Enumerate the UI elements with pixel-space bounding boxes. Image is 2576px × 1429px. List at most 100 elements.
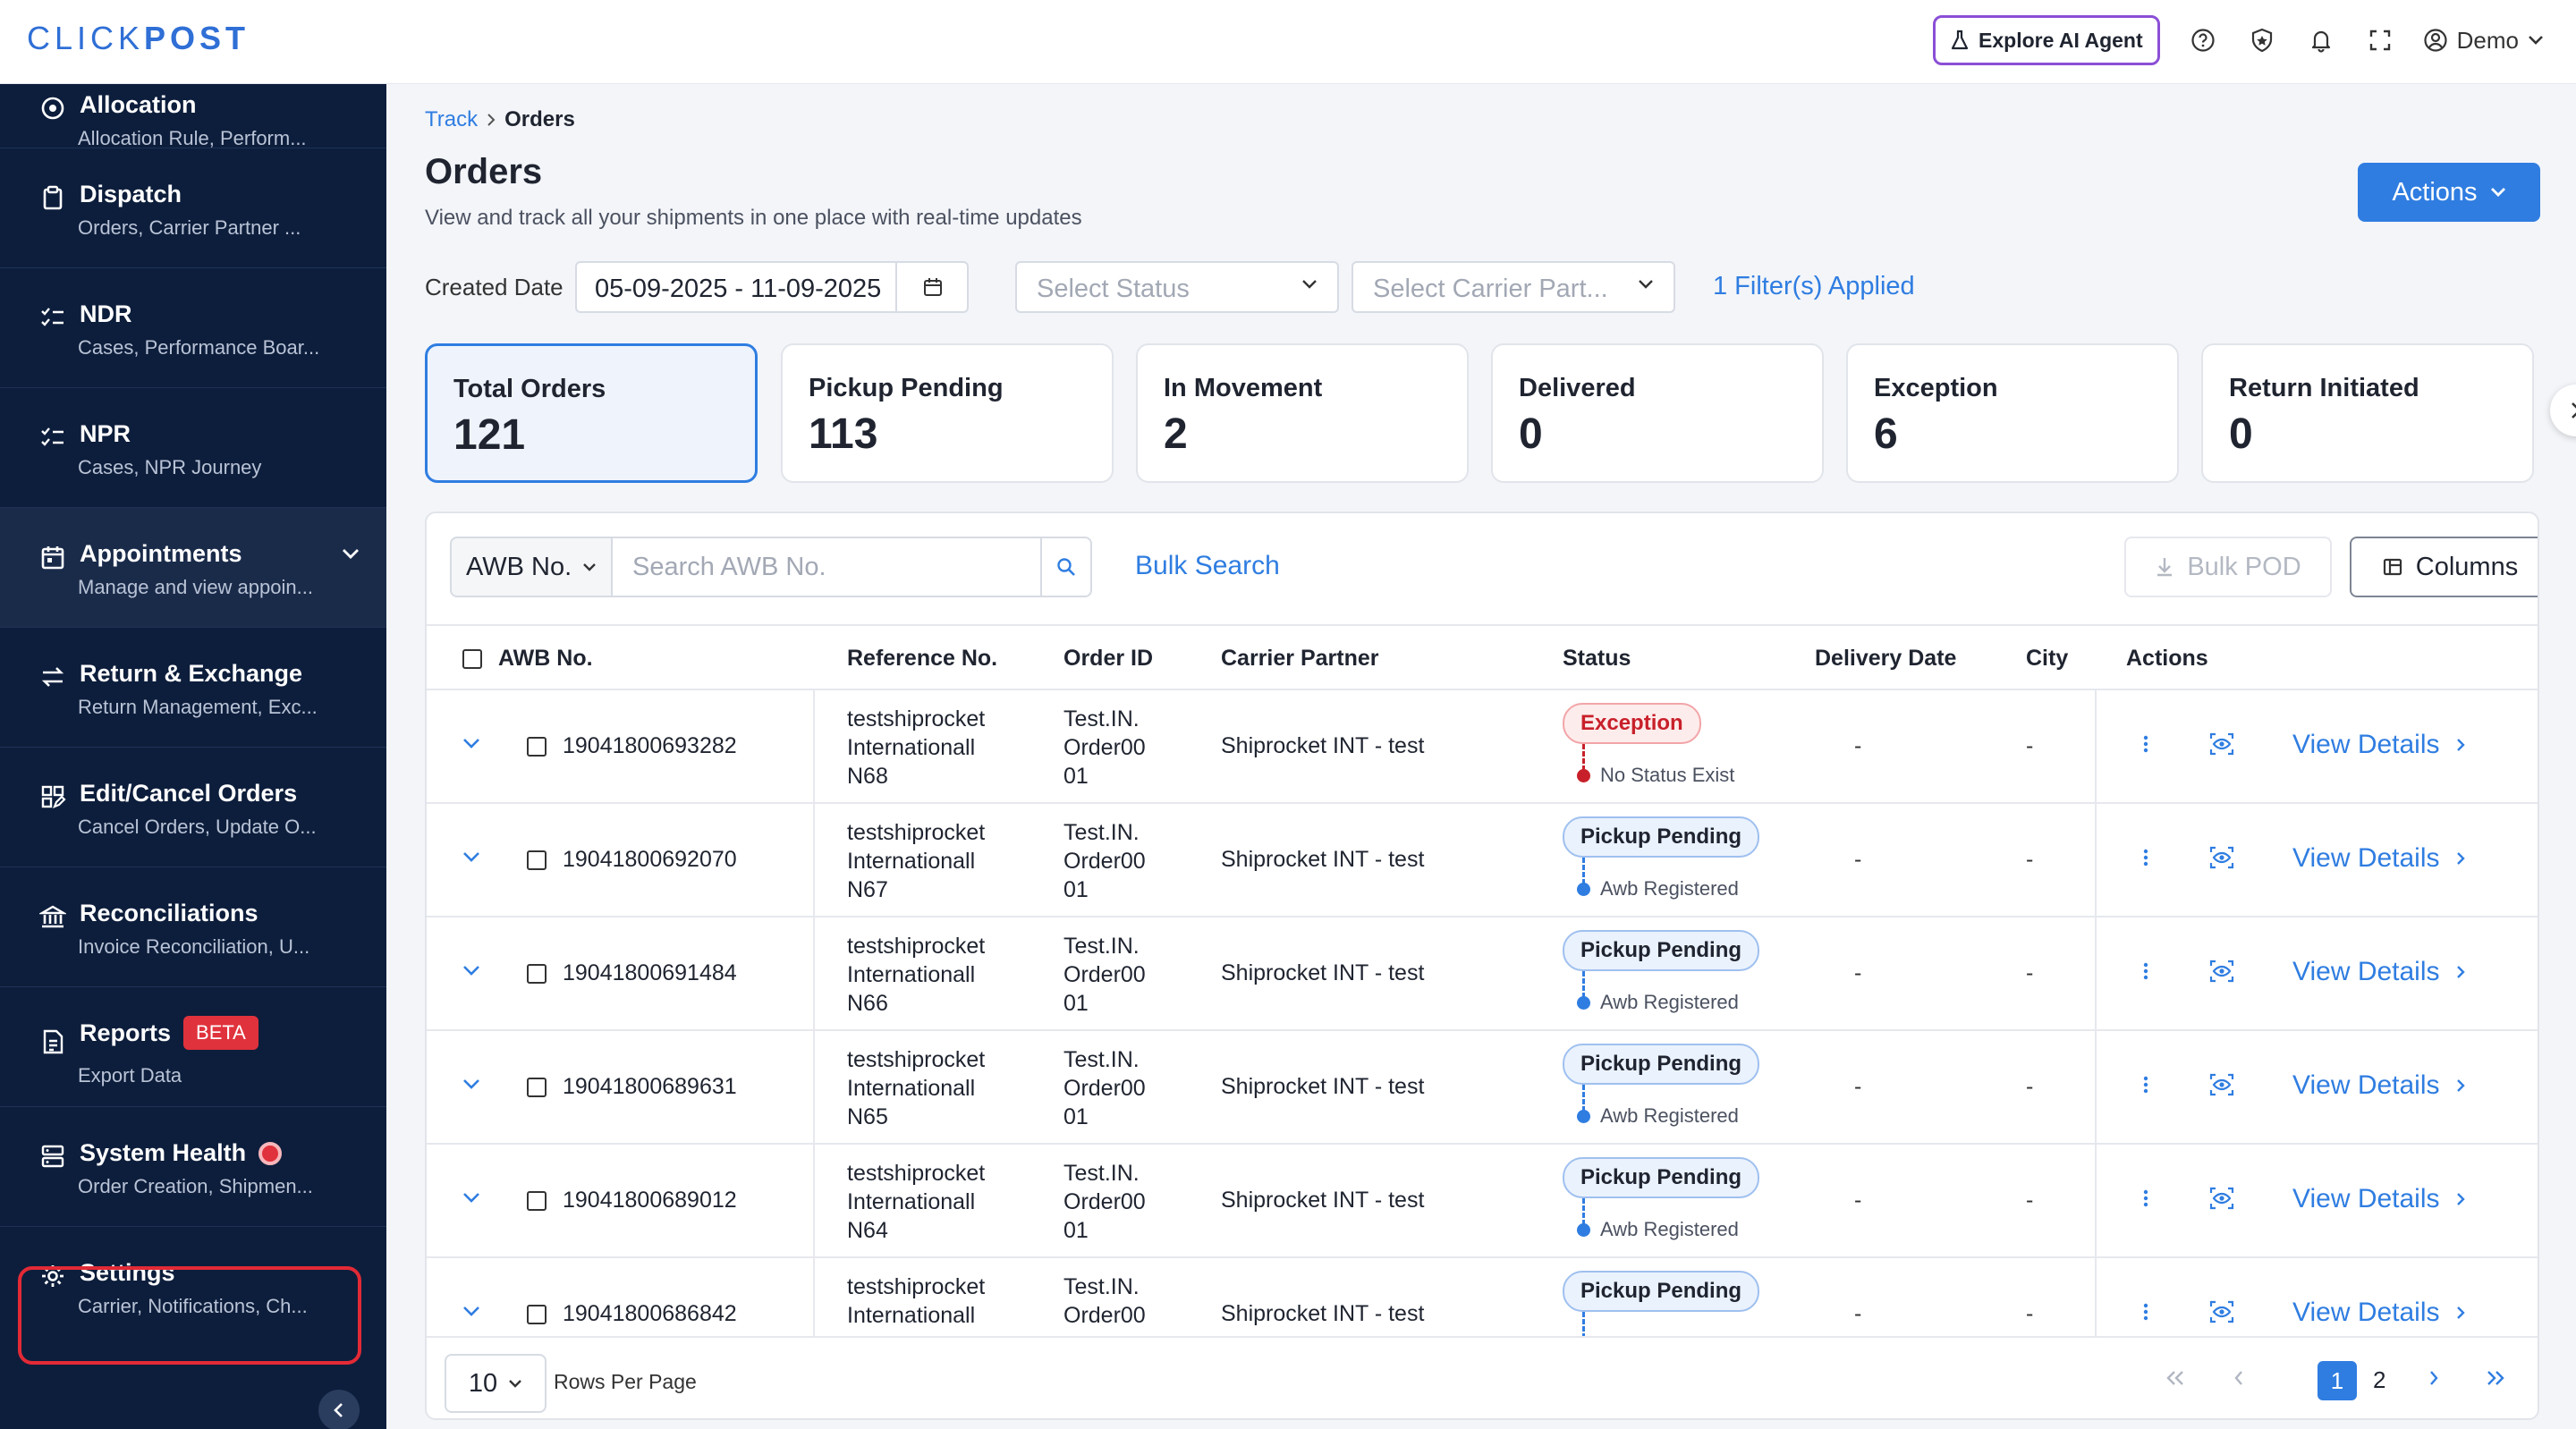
first-page-icon[interactable] — [2165, 1370, 2185, 1386]
chevron-right-icon — [2456, 739, 2465, 751]
breadcrumb-track-link[interactable]: Track — [425, 107, 479, 131]
kebab-menu-icon[interactable] — [2142, 1301, 2149, 1323]
chevron-right-icon — [2456, 1079, 2465, 1092]
bell-icon[interactable] — [2305, 24, 2337, 56]
card-label: In Movement — [1164, 374, 1323, 402]
column-header-status[interactable]: Status — [1563, 646, 1631, 671]
kebab-menu-icon[interactable] — [2142, 1188, 2149, 1209]
sidebar-item-system-health[interactable]: System Health Order Creation, Shipmen... — [0, 1107, 386, 1227]
sidebar-collapse-button[interactable] — [318, 1390, 360, 1429]
view-details-link[interactable]: View Details — [2292, 1070, 2465, 1101]
expand-row-icon[interactable] — [462, 1191, 480, 1204]
sidebar-item-reports[interactable]: Reports BETA Export Data — [0, 987, 386, 1107]
page-2-button[interactable]: 2 — [2373, 1366, 2386, 1393]
date-range-picker[interactable]: 05-09-2025 - 11-09-2025 — [575, 261, 969, 313]
scan-eye-icon[interactable] — [2208, 959, 2235, 984]
user-menu[interactable]: Demo — [2423, 27, 2544, 55]
calendar-icon[interactable] — [895, 263, 969, 311]
table-row[interactable]: 19041800693282 testshiprocket Internation… — [427, 690, 2538, 804]
expand-row-icon[interactable] — [462, 964, 480, 977]
select-all-checkbox[interactable] — [462, 649, 482, 669]
column-header-awb[interactable]: AWB No. — [498, 646, 593, 671]
columns-button[interactable]: Columns — [2350, 537, 2538, 597]
rows-per-page-select[interactable]: 10 — [445, 1354, 547, 1413]
column-header-carrier[interactable]: Carrier Partner — [1221, 646, 1379, 671]
sidebar-item-edit-cancel-orders[interactable]: Edit/Cancel Orders Cancel Orders, Update… — [0, 748, 386, 867]
card-delivered[interactable]: Delivered 0 — [1491, 343, 1824, 483]
help-icon[interactable] — [2187, 24, 2219, 56]
card-in-movement[interactable]: In Movement 2 — [1136, 343, 1469, 483]
kebab-menu-icon[interactable] — [2142, 733, 2149, 755]
row-checkbox[interactable] — [527, 737, 547, 757]
card-exception[interactable]: Exception 6 — [1846, 343, 2179, 483]
table-row[interactable]: 19041800691484 testshiprocket Internation… — [427, 917, 2538, 1031]
expand-row-icon[interactable] — [462, 737, 480, 749]
sidebar-item-reconciliations[interactable]: Reconciliations Invoice Reconciliation, … — [0, 867, 386, 987]
carrier-placeholder: Select Carrier Part... — [1373, 275, 1608, 303]
page-1-button[interactable]: 1 — [2318, 1361, 2357, 1400]
card-total-orders[interactable]: Total Orders 121 — [425, 343, 758, 483]
status-select[interactable]: Select Status — [1015, 261, 1339, 313]
prev-page-icon[interactable] — [2233, 1370, 2244, 1386]
actions-button[interactable]: Actions — [2358, 163, 2540, 222]
card-pickup-pending[interactable]: Pickup Pending 113 — [781, 343, 1114, 483]
row-checkbox[interactable] — [527, 1078, 547, 1097]
search-button[interactable] — [1040, 537, 1092, 597]
table-row[interactable]: 19041800689012 testshiprocket Internation… — [427, 1145, 2538, 1258]
last-page-icon[interactable] — [2486, 1370, 2505, 1386]
carrier-partner: Shiprocket INT - test — [1221, 1301, 1425, 1326]
scan-eye-icon[interactable] — [2208, 1072, 2235, 1097]
scan-eye-icon[interactable] — [2208, 845, 2235, 870]
scan-eye-icon[interactable] — [2208, 1299, 2235, 1324]
fullscreen-icon[interactable] — [2364, 24, 2396, 56]
shield-icon[interactable] — [2246, 24, 2278, 56]
view-details-link[interactable]: View Details — [2292, 843, 2465, 874]
row-checkbox[interactable] — [527, 850, 547, 870]
bulk-search-link[interactable]: Bulk Search — [1135, 551, 1280, 580]
row-checkbox[interactable] — [527, 964, 547, 984]
view-details-link[interactable]: View Details — [2292, 957, 2465, 987]
table-row[interactable]: 19041800692070 testshiprocket Internation… — [427, 804, 2538, 917]
table-row[interactable]: 19041800686842 testshiprocket Internation… — [427, 1258, 2538, 1336]
bulk-pod-button[interactable]: Bulk POD — [2124, 537, 2332, 597]
scan-eye-icon[interactable] — [2208, 1186, 2235, 1211]
sidebar-item-allocation[interactable]: Allocation Allocation Rule, Perform... — [0, 84, 386, 149]
kebab-menu-icon[interactable] — [2142, 1074, 2149, 1095]
kebab-menu-icon[interactable] — [2142, 847, 2149, 868]
column-header-delivery-date[interactable]: Delivery Date — [1815, 646, 1957, 671]
cards-next-button[interactable] — [2550, 385, 2576, 436]
filters-applied-link[interactable]: 1 Filter(s) Applied — [1713, 272, 1915, 300]
chevron-right-icon — [487, 114, 496, 126]
table-row[interactable]: 19041800689631 testshiprocket Internation… — [427, 1031, 2538, 1145]
scan-eye-icon[interactable] — [2208, 731, 2235, 757]
expand-row-icon[interactable] — [462, 850, 480, 863]
row-checkbox[interactable] — [527, 1191, 547, 1211]
sidebar-item-appointments[interactable]: Appointments Manage and view appoin... — [0, 508, 386, 628]
sidebar-item-npr[interactable]: NPR Cases, NPR Journey — [0, 388, 386, 508]
view-details-link[interactable]: View Details — [2292, 730, 2465, 760]
carrier-partner: Shiprocket INT - test — [1221, 733, 1425, 758]
next-page-icon[interactable] — [2428, 1370, 2439, 1386]
search-field-dropdown[interactable]: AWB No. — [450, 537, 613, 597]
expand-row-icon[interactable] — [462, 1078, 480, 1090]
sidebar-item-return-exchange[interactable]: Return & Exchange Return Management, Exc… — [0, 628, 386, 748]
chevron-right-icon — [2572, 402, 2576, 419]
column-header-order-id[interactable]: Order ID — [1063, 646, 1154, 671]
explore-ai-agent-button[interactable]: Explore AI Agent — [1933, 15, 2160, 65]
column-header-reference[interactable]: Reference No. — [847, 646, 998, 671]
view-details-link[interactable]: View Details — [2292, 1184, 2465, 1214]
expand-row-icon[interactable] — [462, 1305, 480, 1317]
kebab-menu-icon[interactable] — [2142, 960, 2149, 982]
awb-search-input[interactable]: Search AWB No. — [611, 537, 1042, 597]
main-content: Track Orders Orders View and track all y… — [386, 84, 2576, 1429]
clickpost-logo[interactable]: CLICKPOST — [27, 20, 250, 57]
carrier-partner-select[interactable]: Select Carrier Part... — [1352, 261, 1675, 313]
sidebar-item-ndr[interactable]: NDR Cases, Performance Boar... — [0, 268, 386, 388]
column-header-city[interactable]: City — [2026, 646, 2069, 671]
row-checkbox[interactable] — [527, 1305, 547, 1324]
sidebar-item-settings[interactable]: Settings Carrier, Notifications, Ch... — [0, 1227, 386, 1347]
card-return-initiated[interactable]: Return Initiated 0 — [2201, 343, 2534, 483]
sidebar-item-dispatch[interactable]: Dispatch Orders, Carrier Partner ... — [0, 148, 386, 268]
chevron-down-icon[interactable] — [342, 547, 360, 560]
view-details-link[interactable]: View Details — [2292, 1298, 2465, 1328]
